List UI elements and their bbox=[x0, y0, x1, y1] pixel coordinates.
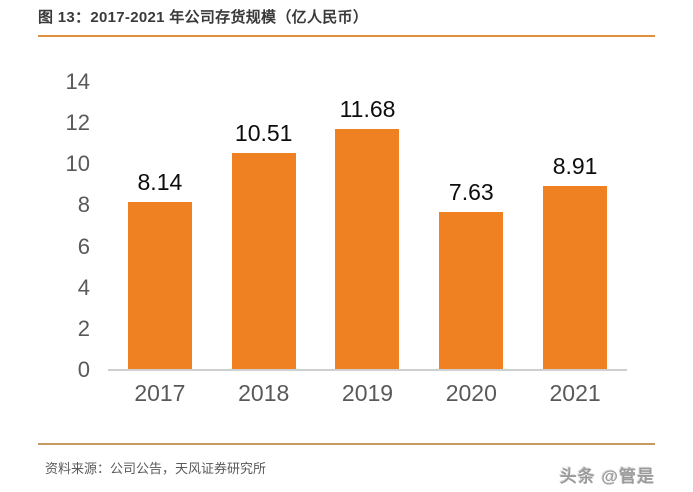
bar-group: 11.68 bbox=[316, 81, 420, 369]
y-tick-label: 12 bbox=[65, 110, 90, 136]
y-tick-label: 0 bbox=[77, 357, 90, 382]
x-tick-label: 2019 bbox=[341, 380, 394, 406]
bar-value-label: 7.63 bbox=[448, 179, 494, 206]
bar-group: 10.51 bbox=[212, 81, 316, 369]
plot-area: 0 2 4 6 8 10 12 14 8.14 10.51 11.68 7.63 8.91 bbox=[66, 71, 627, 381]
y-tick-label: 6 bbox=[77, 233, 90, 259]
bar-value-label: 8.91 bbox=[552, 152, 598, 179]
y-tick-label: 4 bbox=[77, 274, 90, 300]
x-tick-label: 2021 bbox=[549, 380, 601, 406]
x-axis: 2017 2018 2019 2020 2021 bbox=[108, 371, 627, 406]
x-tick-label: 2020 bbox=[445, 380, 497, 406]
y-tick-label: 10 bbox=[65, 151, 90, 177]
y-tick-label: 14 bbox=[65, 69, 90, 94]
bar-value-label: 11.68 bbox=[339, 95, 396, 122]
bar bbox=[231, 152, 296, 369]
bar bbox=[127, 201, 192, 369]
bar-group: 8.14 bbox=[108, 81, 212, 369]
bar bbox=[439, 212, 504, 369]
x-tick-label: 2017 bbox=[134, 380, 186, 406]
bar-group: 8.91 bbox=[523, 81, 627, 369]
bar bbox=[335, 128, 400, 369]
bar bbox=[543, 185, 608, 369]
footer-divider-rule bbox=[38, 443, 655, 445]
bar-group: 7.63 bbox=[419, 81, 523, 369]
y-tick-label: 2 bbox=[77, 315, 90, 341]
y-tick-label: 8 bbox=[77, 192, 90, 218]
toutiao-watermark: 头条 @管是 bbox=[559, 467, 655, 486]
title-divider-rule bbox=[38, 35, 655, 37]
bar-chart: 0 2 4 6 8 10 12 14 8.14 10.51 11.68 7.63 8.91 2017 2… bbox=[66, 71, 627, 406]
bar-value-label: 10.51 bbox=[234, 119, 293, 146]
figure-title: 图 13：2017-2021 年公司存货规模（亿人民币） bbox=[38, 9, 369, 26]
x-tick-label: 2018 bbox=[238, 380, 290, 406]
source-note: 资料来源：公司公告，天风证券研究所 bbox=[45, 461, 267, 476]
bar-value-label: 8.14 bbox=[137, 168, 183, 195]
bars-container: 8.14 10.51 11.68 7.63 8.91 bbox=[108, 81, 627, 369]
